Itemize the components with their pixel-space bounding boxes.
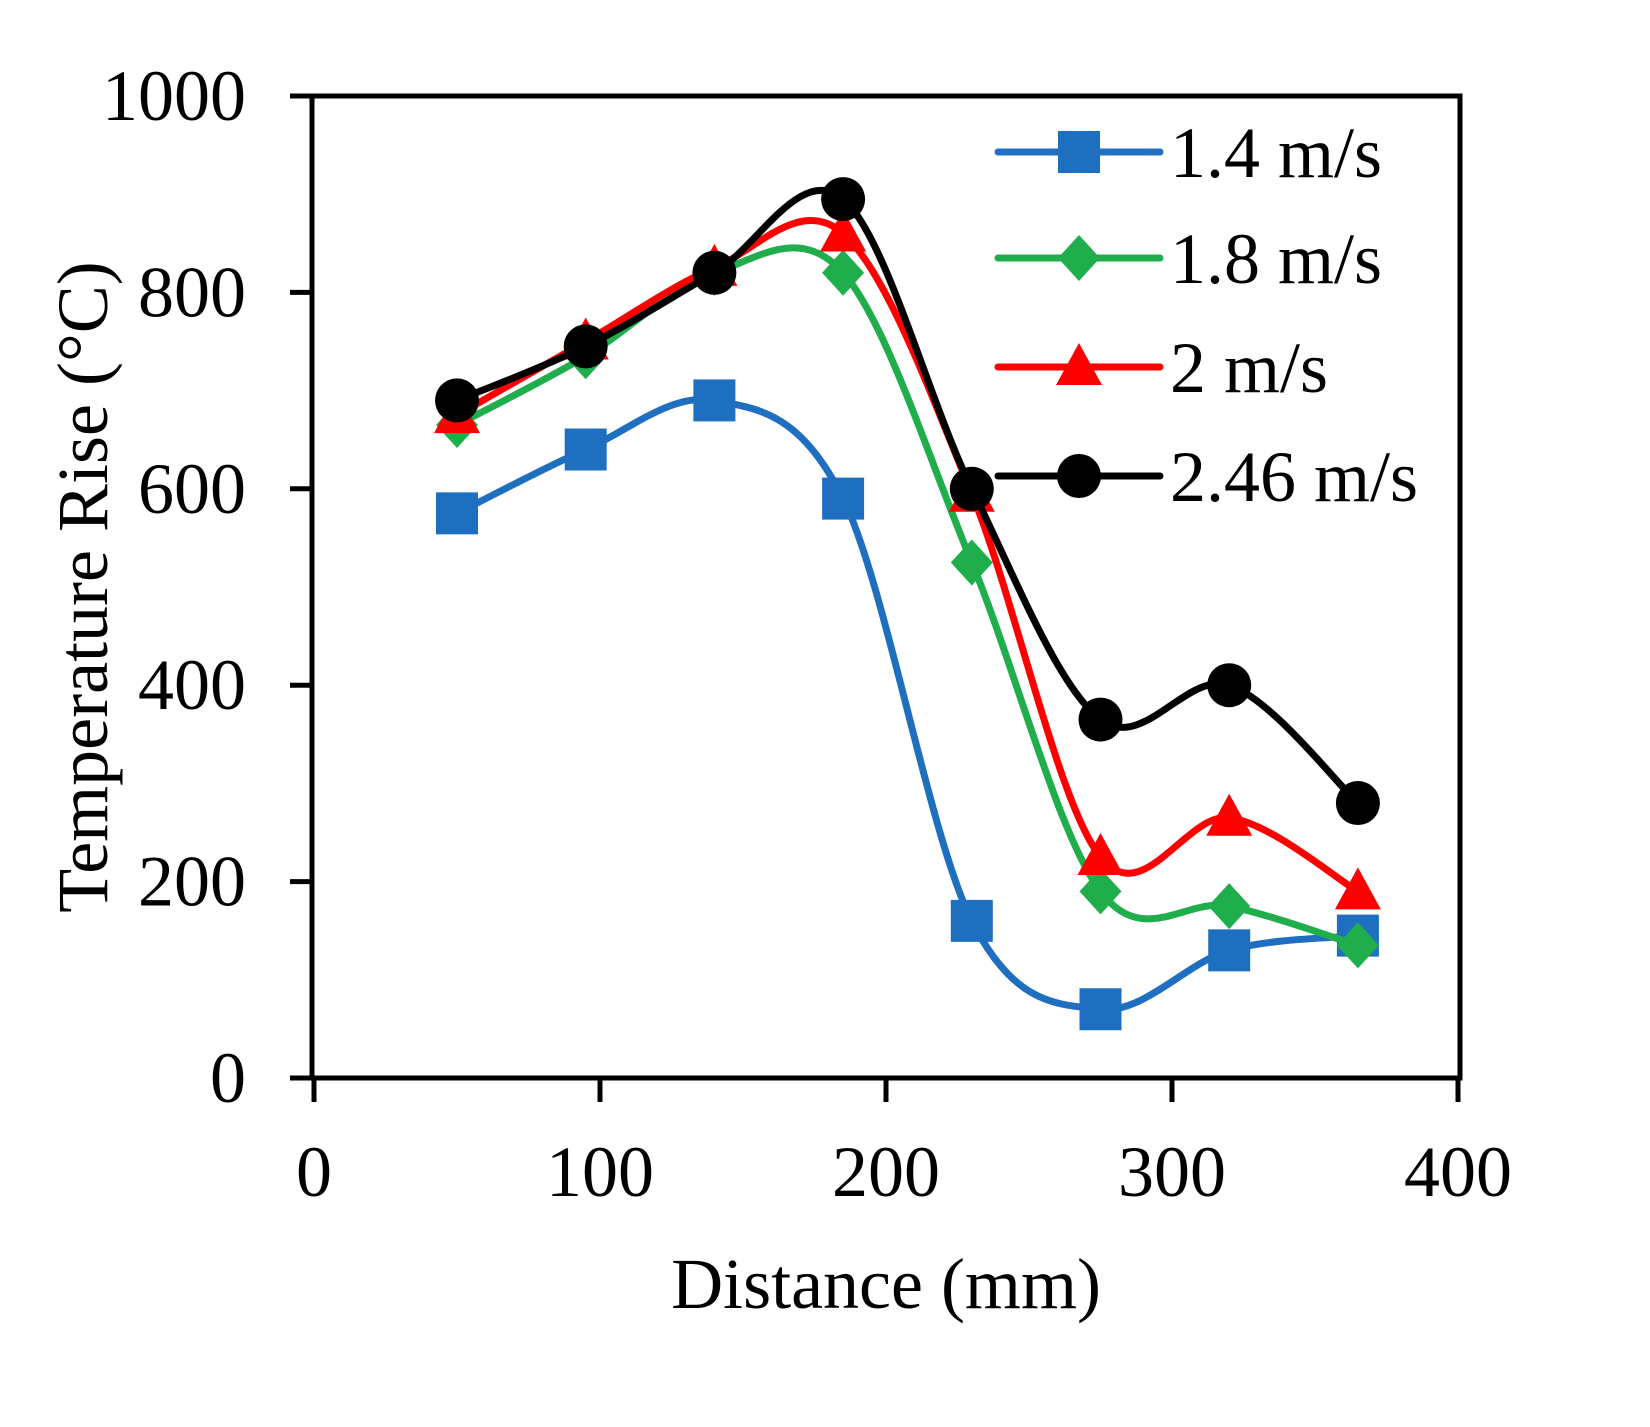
data-point — [564, 428, 607, 471]
x-tick-label: 400 — [1404, 1132, 1512, 1212]
data-point — [1079, 988, 1122, 1031]
data-point — [693, 379, 736, 422]
y-tick-label: 200 — [138, 842, 246, 922]
series-line — [453, 187, 1362, 807]
series-1-4-m-s — [436, 379, 1379, 1031]
data-point — [1334, 867, 1381, 910]
data-point — [820, 209, 867, 252]
data-point — [1077, 833, 1124, 876]
legend-label: 1.4 m/s — [1170, 113, 1382, 193]
x-axis-title: Distance (mm) — [671, 1244, 1101, 1324]
legend: 1.4 m/s 1.8 m/s 2 m/s 2.46 m/s — [994, 113, 1418, 517]
data-point — [950, 899, 993, 942]
x-tick-label: 100 — [546, 1132, 654, 1212]
y-tick-label: 1000 — [102, 56, 246, 136]
data-point — [1079, 868, 1122, 915]
data-point — [1207, 663, 1252, 708]
y-tick-label: 800 — [138, 252, 246, 332]
x-tick-label: 200 — [832, 1132, 940, 1212]
legend-marker — [1057, 454, 1101, 498]
series-line — [453, 244, 1362, 949]
legend-marker — [1056, 343, 1102, 385]
legend-marker — [1058, 235, 1100, 281]
y-tick-label: 600 — [138, 449, 246, 529]
series-2-m-s — [434, 209, 1381, 910]
data-point — [1208, 929, 1251, 972]
series-layer — [434, 177, 1381, 1031]
data-point — [949, 466, 994, 511]
legend-entry: 2 m/s — [994, 328, 1328, 408]
legend-label: 2 m/s — [1170, 328, 1328, 408]
y-tick-label: 0 — [210, 1038, 246, 1118]
data-point — [1206, 793, 1253, 836]
legend-entry: 2.46 m/s — [994, 437, 1418, 517]
legend-label: 1.8 m/s — [1170, 219, 1382, 299]
series-2-46-m-s — [435, 177, 1380, 826]
legend-marker — [1058, 131, 1100, 173]
y-axis-ticks: 0 200 400 600 800 1000 — [102, 56, 314, 1118]
y-tick-label: 400 — [138, 645, 246, 725]
data-point — [950, 539, 993, 586]
data-point — [821, 177, 866, 222]
data-point — [1336, 922, 1379, 969]
x-tick-label: 0 — [296, 1132, 332, 1212]
x-axis-ticks: 0 100 200 300 400 — [296, 1078, 1512, 1212]
data-point — [1208, 883, 1251, 930]
legend-label: 2.46 m/s — [1170, 437, 1418, 517]
data-point — [435, 378, 479, 423]
data-point — [436, 492, 478, 535]
data-point — [1078, 697, 1123, 742]
data-point — [1335, 781, 1380, 826]
legend-entry: 1.8 m/s — [994, 219, 1382, 299]
data-point — [692, 250, 737, 295]
data-point — [822, 249, 865, 296]
data-point — [822, 477, 865, 520]
x-tick-label: 300 — [1118, 1132, 1226, 1212]
legend-entry: 1.4 m/s — [994, 113, 1382, 193]
series-line — [453, 395, 1362, 1013]
y-axis-title: Temperature Rise (°C) — [43, 261, 123, 913]
data-point — [563, 324, 608, 369]
